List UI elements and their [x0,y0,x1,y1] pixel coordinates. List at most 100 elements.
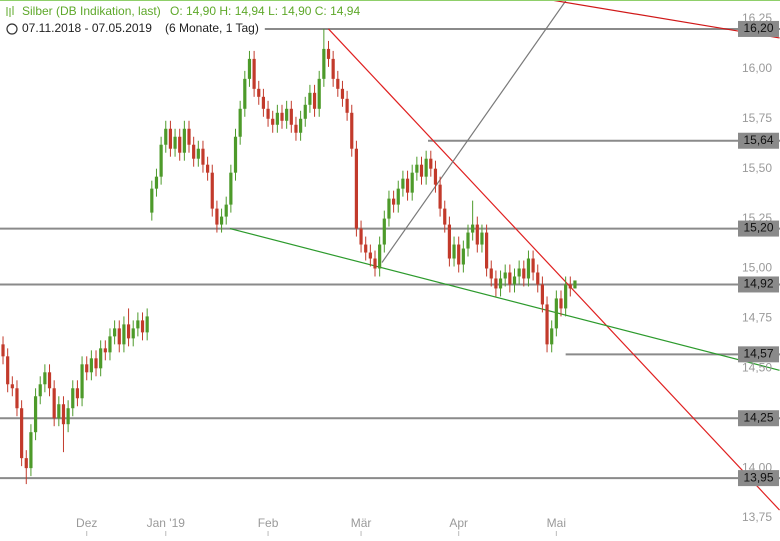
date-range: 07.11.2018 - 07.05.2019 [22,21,152,35]
candle-body [57,404,61,419]
candle-body [15,388,19,409]
candle-body [261,96,266,109]
candle-body [401,178,405,189]
y-tick-label: 15,75 [742,111,772,125]
y-tick-label: 16,00 [742,61,772,75]
candle-body [429,158,433,169]
candle-body [247,58,252,79]
candle-body [29,432,33,469]
candle-body [164,128,168,145]
candle-body [266,108,270,119]
candle-body [43,372,47,385]
candle-body [219,216,224,225]
candle-body [289,108,293,125]
candle-body [573,280,577,289]
level-badge [738,470,779,487]
candle-body [508,272,512,285]
candle-body [182,128,186,153]
candle-body [154,176,159,189]
candle-body [489,268,493,279]
candle-body [564,284,568,309]
candle-body [303,104,307,119]
x-tick-label: Mär [351,516,372,530]
candle-body [229,172,233,205]
candle-body [498,278,503,289]
candle-body [568,284,572,289]
candle-body [387,198,391,219]
y-tick-label: 15,00 [742,261,772,275]
candle-body [66,408,70,425]
candle-body [233,136,238,173]
candle-body [89,358,93,373]
candle-body [257,88,261,97]
candle-body [238,108,242,137]
y-tick-label: 15,50 [742,161,772,175]
candle-body [10,384,14,389]
x-tick-label: Apr [449,516,468,530]
trend-line [328,28,780,511]
header: Silber (DB Indikation, last) O: 14,90 H:… [0,3,376,37]
candle-body [113,328,117,337]
candle-body [368,252,372,259]
candle-body [345,98,349,113]
candle-body [475,224,479,245]
candles [1,28,577,485]
candle-body [415,164,419,173]
candle-body [173,136,177,149]
header-bg [0,21,262,37]
candle-body [559,298,563,309]
level-label: 15,64 [743,133,773,147]
candle-body [38,384,42,397]
level-badge [738,346,779,363]
candle-body [364,244,368,253]
candle-body [61,404,66,425]
candle-body [196,148,200,159]
level-label: 16,20 [743,21,773,35]
candle-body [443,208,447,225]
x-tick-label: Feb [258,516,279,530]
candle-body [540,284,544,305]
candle-body [433,168,438,185]
candle-body [340,88,345,99]
candle-body [308,92,312,105]
candle-body [471,224,475,233]
header-bg [0,3,376,19]
level-badge [738,410,779,427]
level-badge [738,276,779,293]
candle-body [554,298,558,329]
candle-body [326,48,331,59]
candle-body [206,164,210,173]
candle-body [280,112,284,121]
y-tick-label: 14,50 [742,360,772,374]
candle-body [424,158,428,177]
period-icon [6,23,18,35]
candle-body [331,58,335,79]
ohlc-info: O: 14,90 H: 14,94 L: 14,90 C: 14,94 [170,4,360,18]
candle-body [192,144,196,159]
candle-body [299,118,303,133]
candle-body [350,112,354,149]
level-label: 14,92 [743,277,773,291]
candle-body [47,372,52,389]
candle-body [312,92,317,109]
candle-body [517,268,521,277]
instrument: Silber (DB Indikation, last) [22,4,161,18]
candle-body [354,148,359,229]
candle-body [117,328,121,345]
candle-body [522,268,526,279]
candle-body [419,164,424,177]
candle-body [373,258,377,269]
level-label: 14,25 [743,410,773,424]
candle-body [187,128,191,145]
candle-body [145,316,149,333]
candle-body [20,408,24,459]
candle-body [224,204,228,217]
candle-body [71,388,75,409]
x-tick-label: Jan '19 [147,516,186,530]
candle-body [526,258,531,279]
candle-body [322,48,326,79]
candle-body [536,272,540,285]
candle-body [243,78,247,109]
candle-body [275,112,279,125]
candle-body [201,148,205,165]
